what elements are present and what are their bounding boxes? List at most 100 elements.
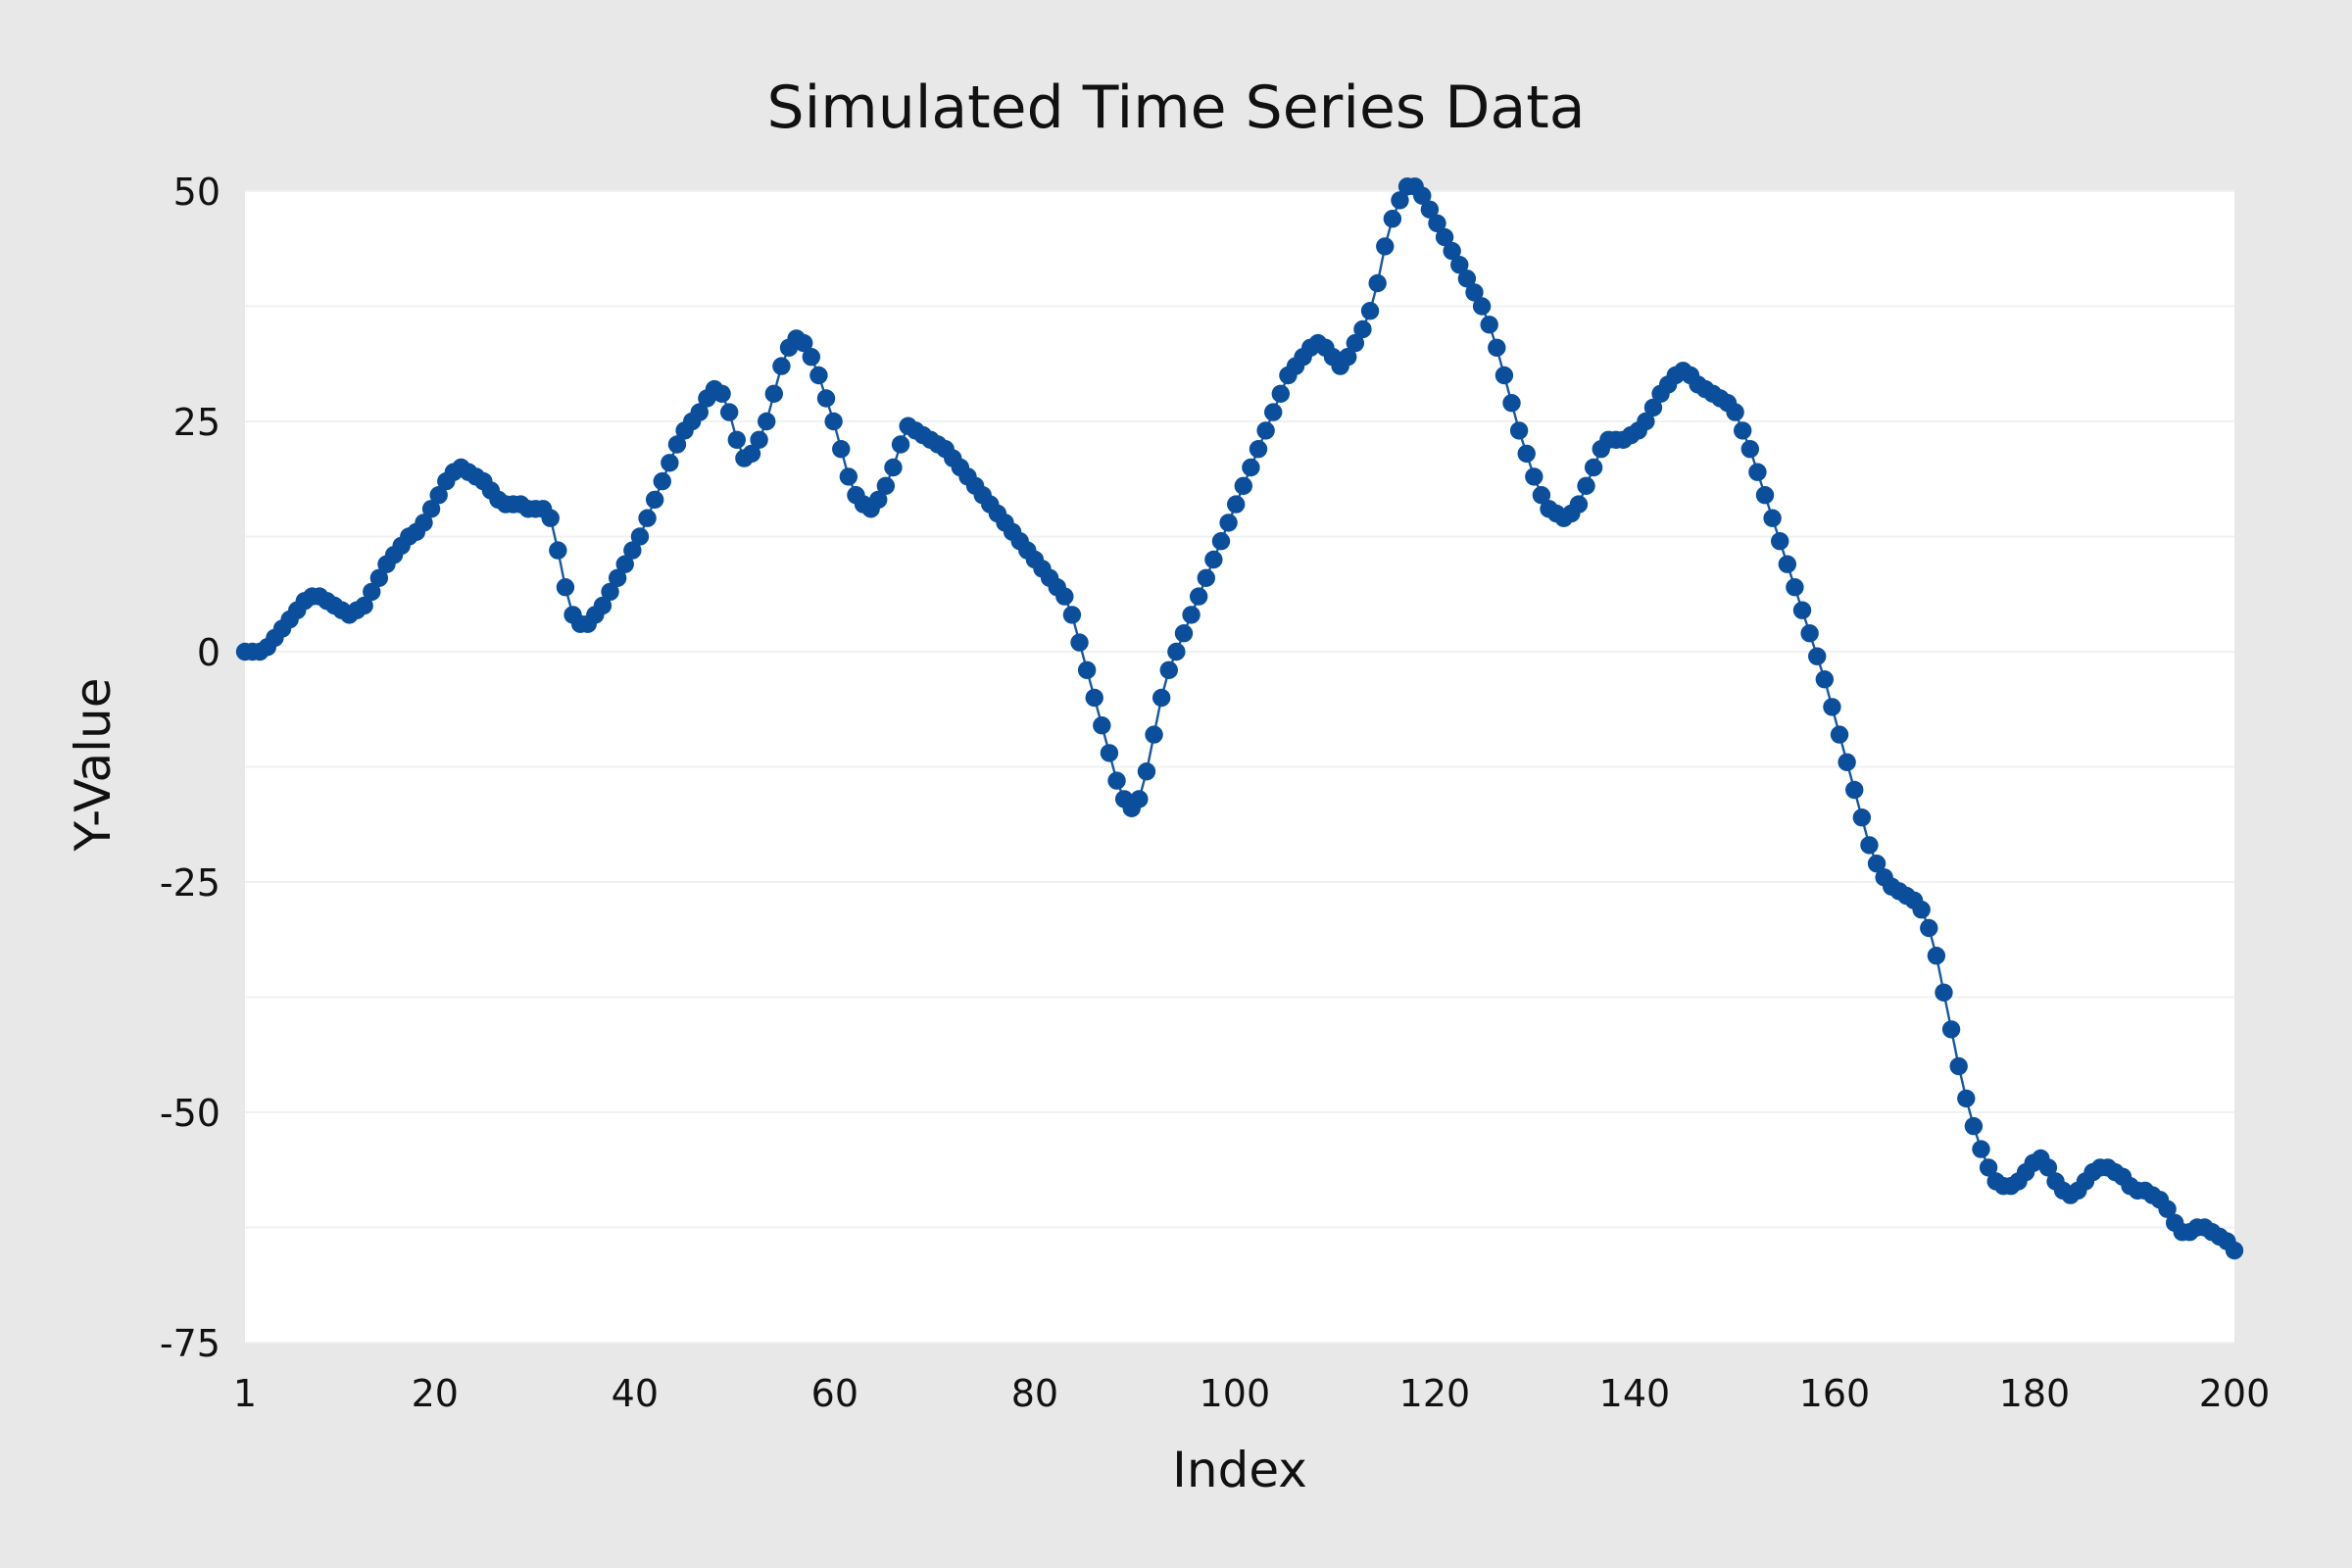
- data-point: [1957, 1089, 1976, 1108]
- data-point: [1465, 283, 1484, 302]
- data-point: [1838, 753, 1856, 771]
- data-point: [869, 490, 888, 510]
- y-tick-label: -75: [160, 1322, 220, 1365]
- x-tick-label: 120: [1399, 1372, 1471, 1415]
- data-point: [1577, 476, 1595, 495]
- data-point: [1130, 790, 1149, 808]
- data-point: [1100, 744, 1119, 762]
- y-tick-label: 0: [197, 631, 220, 674]
- data-point: [1792, 601, 1812, 619]
- data-point: [1197, 568, 1215, 587]
- data-point: [802, 348, 821, 367]
- data-point: [1920, 918, 1938, 938]
- data-point: [1949, 1056, 1968, 1076]
- data-point: [1062, 606, 1082, 624]
- data-point: [1927, 947, 1946, 965]
- data-point: [1339, 348, 1357, 367]
- data-point: [1093, 716, 1111, 735]
- data-point: [1852, 808, 1872, 827]
- data-point: [1845, 780, 1864, 800]
- data-point: [690, 403, 709, 421]
- data-point: [1152, 688, 1171, 708]
- data-point: [1748, 463, 1767, 481]
- data-point: [1234, 476, 1253, 495]
- data-point: [2158, 1200, 2177, 1218]
- y-tick-label: 50: [173, 171, 220, 214]
- x-tick-label: 160: [1799, 1372, 1871, 1415]
- data-point: [1227, 495, 1246, 514]
- data-point: [816, 389, 836, 408]
- data-point: [556, 578, 575, 597]
- data-point: [764, 384, 784, 403]
- data-point: [719, 403, 739, 421]
- data-point: [1488, 338, 1506, 357]
- data-point: [1972, 1140, 1990, 1158]
- data-point: [1979, 1158, 1998, 1177]
- data-point: [1346, 333, 1365, 353]
- y-tick-label: -50: [160, 1092, 220, 1135]
- data-point: [1584, 458, 1603, 477]
- data-point: [809, 366, 828, 385]
- data-point: [1189, 587, 1208, 606]
- data-point: [1085, 688, 1103, 708]
- data-point: [891, 435, 910, 454]
- data-point: [415, 514, 433, 532]
- data-point: [1443, 241, 1461, 261]
- x-tick-label: 200: [2199, 1372, 2271, 1415]
- data-point: [1450, 256, 1469, 274]
- x-tick-label: 80: [1011, 1372, 1058, 1415]
- data-point: [2038, 1158, 2058, 1177]
- data-point: [369, 568, 389, 587]
- data-point: [645, 490, 664, 510]
- x-tick-label: 100: [1200, 1372, 1271, 1415]
- data-point: [1271, 384, 1291, 403]
- data-point: [824, 412, 843, 431]
- data-point: [2225, 1241, 2244, 1260]
- data-point: [667, 435, 687, 454]
- data-point: [1771, 532, 1789, 551]
- data-point: [1174, 624, 1194, 643]
- data-point: [1182, 606, 1200, 624]
- data-point: [1353, 319, 1372, 339]
- data-point: [1107, 771, 1126, 790]
- data-point: [1755, 486, 1775, 505]
- data-point: [1167, 642, 1186, 662]
- data-point: [1517, 444, 1536, 464]
- data-point: [712, 384, 731, 403]
- data-point: [608, 568, 627, 587]
- data-point: [1525, 467, 1544, 486]
- data-point: [758, 412, 776, 431]
- data-point: [1204, 550, 1223, 569]
- data-point: [623, 541, 642, 560]
- data-point: [661, 454, 679, 472]
- data-point: [1509, 421, 1529, 440]
- data-point: [1494, 366, 1514, 385]
- data-point: [1211, 532, 1231, 551]
- x-tick-label: 40: [612, 1372, 659, 1415]
- data-point: [1740, 440, 1760, 459]
- series-layer: [235, 177, 2244, 1260]
- data-point: [742, 444, 761, 464]
- data-point: [1532, 486, 1551, 505]
- chart-title: Simulated Time Series Data: [766, 74, 1585, 142]
- data-point: [832, 440, 851, 459]
- x-tick-label: 1: [233, 1372, 257, 1415]
- data-point: [1800, 624, 1819, 643]
- data-point: [1726, 403, 1744, 421]
- data-point: [1569, 495, 1589, 514]
- data-point: [1376, 237, 1395, 256]
- y-tick-label: -25: [160, 861, 220, 905]
- data-point: [1867, 855, 1886, 873]
- data-point: [1145, 725, 1163, 744]
- data-point: [1643, 398, 1663, 417]
- data-point: [1778, 555, 1797, 573]
- data-point: [795, 333, 813, 353]
- data-point: [1786, 578, 1804, 597]
- data-point: [429, 486, 448, 505]
- data-point: [1457, 270, 1477, 288]
- data-point: [1070, 633, 1089, 652]
- data-point: [1472, 297, 1492, 316]
- x-tick-label: 140: [1599, 1372, 1671, 1415]
- data-point: [1830, 725, 1849, 744]
